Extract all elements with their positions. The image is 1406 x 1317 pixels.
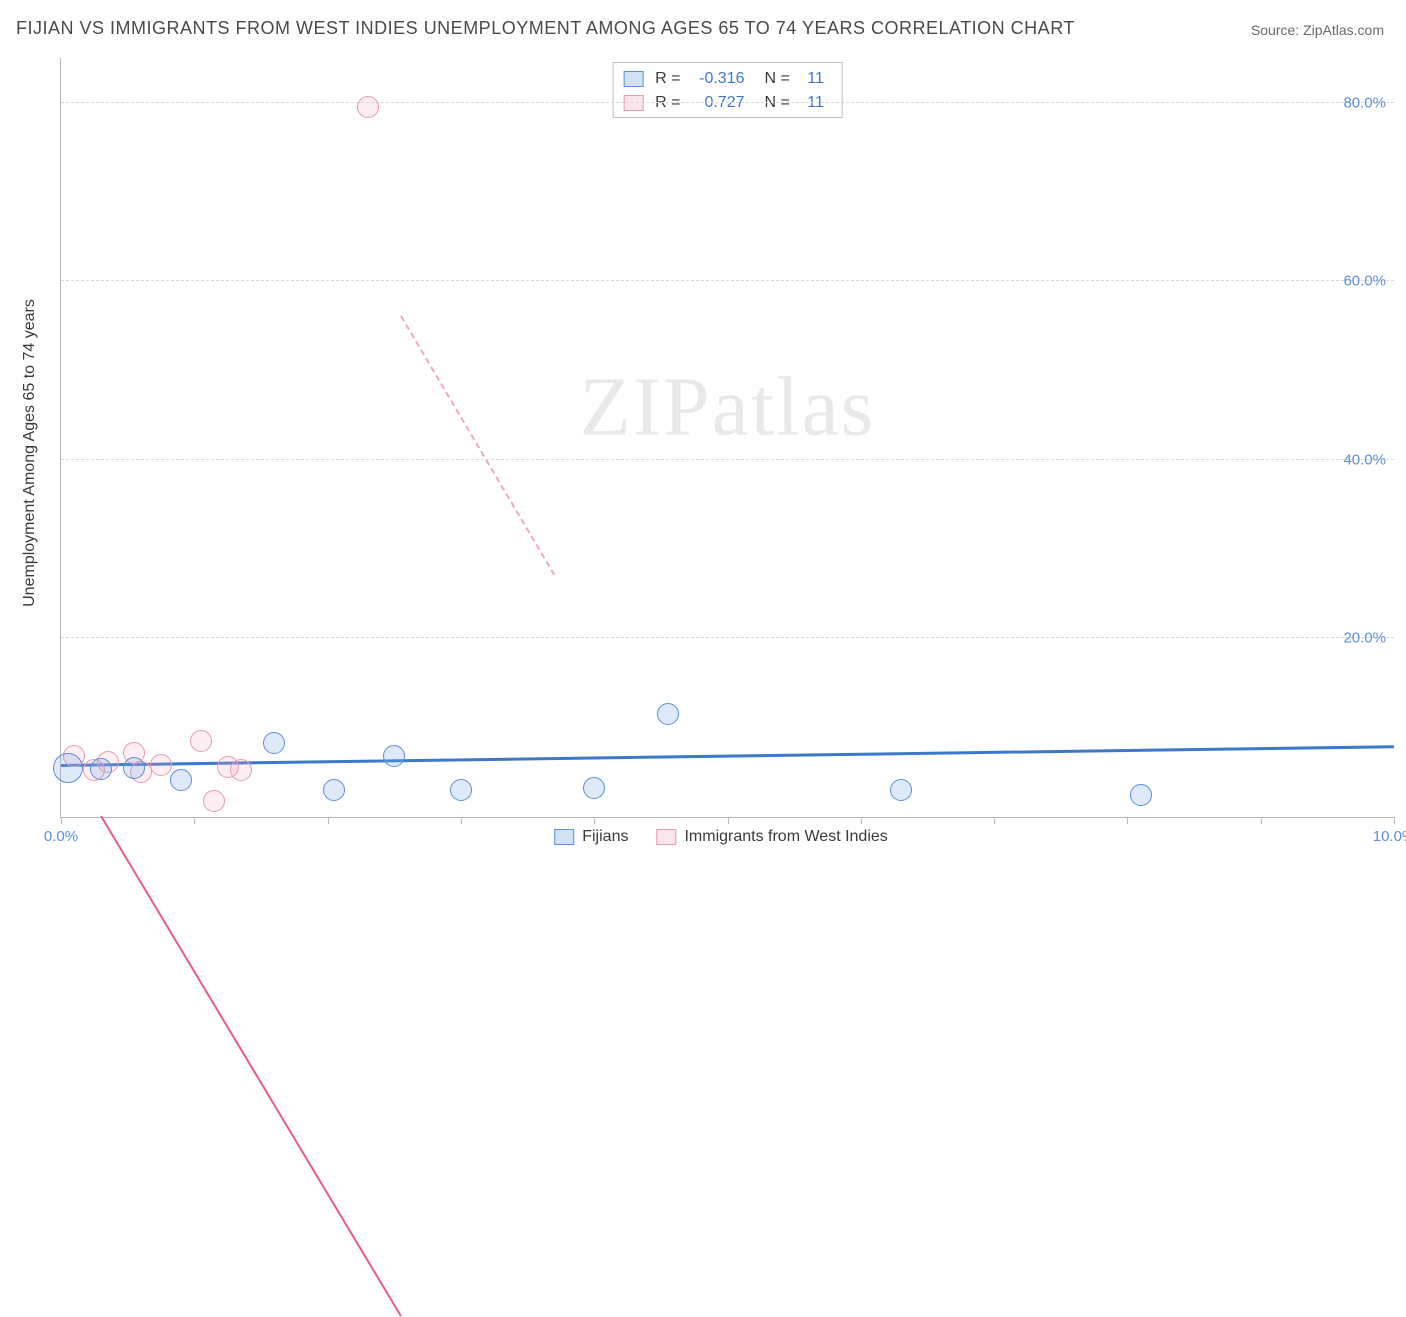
- chart-area: ZIPatlas R = -0.316 N = 11 R = 0.727 N =…: [60, 58, 1394, 818]
- legend-item-westindies: Immigrants from West Indies: [656, 828, 887, 846]
- gridline: [61, 280, 1394, 281]
- marker-fijians: [1130, 784, 1152, 806]
- marker-fijians: [53, 753, 83, 783]
- y-tick-label: 60.0%: [1343, 273, 1386, 290]
- x-tick: [594, 817, 595, 824]
- swatch-pink-icon: [623, 95, 643, 111]
- bottom-legend: Fijians Immigrants from West Indies: [554, 828, 888, 846]
- marker-fijians: [657, 703, 679, 725]
- x-tick: [861, 817, 862, 824]
- marker-fijians: [583, 777, 605, 799]
- x-tick: [1261, 817, 1262, 824]
- stats-row-westindies: R = 0.727 N = 11: [623, 91, 824, 115]
- marker-westindies: [150, 754, 172, 776]
- gridline: [61, 459, 1394, 460]
- marker-fijians: [450, 779, 472, 801]
- trend-line: [400, 315, 555, 575]
- swatch-blue-icon: [623, 71, 643, 87]
- marker-fijians: [890, 779, 912, 801]
- marker-fijians: [323, 779, 345, 801]
- watermark-zip: ZIP: [580, 361, 712, 454]
- watermark-atlas: atlas: [712, 361, 876, 454]
- trend-line: [100, 815, 402, 1316]
- y-tick-label: 20.0%: [1343, 630, 1386, 647]
- marker-westindies: [357, 96, 379, 118]
- x-tick-label: 0.0%: [44, 828, 78, 845]
- y-tick-label: 80.0%: [1343, 94, 1386, 111]
- x-tick-label: 10.0%: [1373, 828, 1406, 845]
- marker-westindies: [230, 759, 252, 781]
- x-tick: [728, 817, 729, 824]
- gridline: [61, 102, 1394, 103]
- stats-row-fijians: R = -0.316 N = 11: [623, 67, 824, 91]
- gridline: [61, 637, 1394, 638]
- n-label: N =: [765, 70, 790, 88]
- x-tick: [328, 817, 329, 824]
- r-label: R =: [655, 94, 680, 112]
- swatch-pink-icon: [656, 829, 676, 845]
- legend-label-westindies: Immigrants from West Indies: [684, 828, 887, 846]
- r-value-westindies: 0.727: [687, 94, 745, 112]
- trend-line: [61, 745, 1394, 767]
- n-value-fijians: 11: [796, 70, 824, 88]
- source-label: Source: ZipAtlas.com: [1251, 22, 1384, 38]
- plot-container: Unemployment Among Ages 65 to 74 years Z…: [48, 58, 1394, 848]
- x-tick: [1127, 817, 1128, 824]
- x-tick: [1394, 817, 1395, 824]
- x-tick: [994, 817, 995, 824]
- marker-westindies: [203, 790, 225, 812]
- y-axis-label: Unemployment Among Ages 65 to 74 years: [21, 299, 39, 607]
- r-label: R =: [655, 70, 680, 88]
- marker-fijians: [263, 732, 285, 754]
- marker-fijians: [383, 745, 405, 767]
- x-tick: [194, 817, 195, 824]
- chart-title: FIJIAN VS IMMIGRANTS FROM WEST INDIES UN…: [16, 18, 1075, 39]
- y-tick-label: 40.0%: [1343, 451, 1386, 468]
- n-label: N =: [765, 94, 790, 112]
- legend-item-fijians: Fijians: [554, 828, 628, 846]
- n-value-westindies: 11: [796, 94, 824, 112]
- watermark: ZIPatlas: [580, 359, 876, 456]
- r-value-fijians: -0.316: [687, 70, 745, 88]
- marker-fijians: [170, 769, 192, 791]
- marker-fijians: [123, 757, 145, 779]
- swatch-blue-icon: [554, 829, 574, 845]
- marker-westindies: [190, 730, 212, 752]
- x-tick: [61, 817, 62, 824]
- stats-box: R = -0.316 N = 11 R = 0.727 N = 11: [612, 62, 843, 118]
- legend-label-fijians: Fijians: [582, 828, 628, 846]
- marker-fijians: [90, 758, 112, 780]
- x-tick: [461, 817, 462, 824]
